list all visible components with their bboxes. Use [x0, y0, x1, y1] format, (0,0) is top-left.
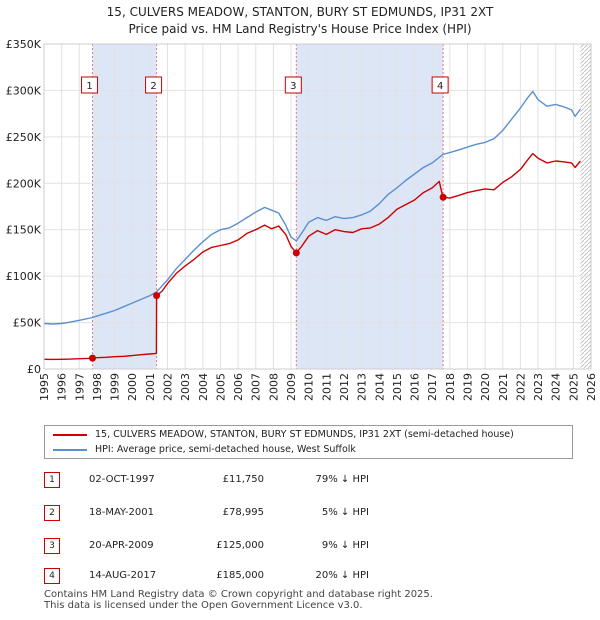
- table-row: 4 14-AUG-2017 £185,000 20% ↓ HPI: [44, 568, 404, 584]
- x-tick-label: 2013: [356, 373, 369, 401]
- footer: Contains HM Land Registry data © Crown c…: [44, 589, 433, 611]
- x-tick-label: 2006: [232, 373, 245, 401]
- x-tick-label: 2001: [144, 373, 157, 401]
- x-tick-label: 2011: [320, 373, 333, 401]
- x-tick-label: 2017: [426, 373, 439, 401]
- x-tick-label: 2025: [567, 373, 580, 401]
- sale-number-label: 3: [290, 81, 296, 92]
- shaded-period: [296, 44, 444, 369]
- x-tick-label: 2019: [461, 373, 474, 401]
- sale-point: [292, 249, 300, 257]
- table-row: 2 18-MAY-2001 £78,995 5% ↓ HPI: [44, 505, 404, 521]
- legend-swatch-hpi: [53, 448, 87, 451]
- x-tick-label: 2010: [303, 373, 316, 401]
- legend-label-property: 15, CULVERS MEADOW, STANTON, BURY ST EDM…: [95, 429, 514, 440]
- sale-hpi-diff: 20% ↓ HPI: [315, 570, 369, 581]
- table-row: 1 02-OCT-1997 £11,750 79% ↓ HPI: [44, 472, 404, 488]
- x-tick-label: 1997: [73, 373, 86, 401]
- x-tick-label: 2014: [373, 373, 386, 401]
- y-tick-label: £100K: [6, 270, 42, 283]
- footer-copyright: Contains HM Land Registry data © Crown c…: [44, 589, 433, 600]
- x-tick-label: 2026: [585, 373, 598, 401]
- x-tick-label: 2007: [250, 373, 263, 401]
- x-tick-label: 2016: [409, 373, 422, 401]
- sale-point: [439, 193, 447, 201]
- chart-title: 15, CULVERS MEADOW, STANTON, BURY ST EDM…: [106, 5, 494, 19]
- sale-number-label: 2: [150, 81, 156, 92]
- price-chart: 1 2 3 4 £0 £50K £100K £150K £200K £250K £300K £350…: [6, 38, 598, 401]
- legend-swatch-property: [53, 433, 87, 436]
- forecast-hatch: [580, 44, 591, 369]
- y-tick-label: £50K: [13, 317, 42, 330]
- legend-item-hpi: HPI: Average price, semi-detached house,…: [53, 442, 356, 458]
- y-tick-label: £200K: [6, 177, 42, 190]
- sale-number-label: 1: [86, 81, 92, 92]
- y-tick-label: £0: [27, 363, 41, 376]
- legend-item-property: 15, CULVERS MEADOW, STANTON, BURY ST EDM…: [53, 427, 514, 443]
- x-tick-label: 2020: [479, 373, 492, 401]
- x-tick-label: 2022: [514, 373, 527, 401]
- sale-number-box: [284, 76, 302, 94]
- x-tick-label: 2003: [179, 373, 192, 401]
- x-tick-label: 2015: [391, 373, 404, 401]
- x-tick-label: 2008: [267, 373, 280, 401]
- legend: 15, CULVERS MEADOW, STANTON, BURY ST EDM…: [44, 425, 573, 459]
- x-tick-label: 2021: [497, 373, 510, 401]
- sale-number-box: [145, 76, 163, 94]
- sale-price: £78,995: [222, 507, 264, 518]
- x-tick-label: 2024: [550, 373, 563, 401]
- sale-hpi-diff: 9% ↓ HPI: [321, 540, 369, 551]
- sale-number-badge: 3: [44, 538, 60, 554]
- chart-subtitle: Price paid vs. HM Land Registry's House …: [128, 22, 472, 36]
- y-tick-label: £300K: [6, 84, 42, 97]
- sale-number-badge: 2: [44, 505, 60, 521]
- sale-number-badge: 1: [44, 472, 60, 488]
- x-tick-label: 1999: [109, 373, 122, 401]
- x-tick-label: 2000: [126, 373, 139, 401]
- sale-number-label: 4: [437, 81, 443, 92]
- chart-title-block: 15, CULVERS MEADOW, STANTON, BURY ST EDM…: [0, 4, 600, 38]
- x-tick-label: 2002: [162, 373, 175, 401]
- sale-date: 20-APR-2009: [89, 540, 154, 551]
- x-tick-label: 2012: [338, 373, 351, 401]
- x-tick-label: 2004: [197, 373, 210, 401]
- footer-licence: This data is licensed under the Open Gov…: [44, 600, 363, 611]
- sale-point: [89, 354, 97, 362]
- x-tick-label: 1995: [38, 373, 51, 401]
- x-tick-label: 2023: [532, 373, 545, 401]
- sale-price: £185,000: [216, 570, 264, 581]
- sale-price: £125,000: [216, 540, 264, 551]
- property-price-line: [43, 152, 581, 361]
- sale-number-badge: 4: [44, 568, 60, 584]
- sale-hpi-diff: 5% ↓ HPI: [321, 507, 369, 518]
- x-tick-label: 2005: [214, 373, 227, 401]
- hpi-line: [43, 90, 581, 325]
- sale-number-box: [431, 76, 449, 94]
- table-row: 3 20-APR-2009 £125,000 9% ↓ HPI: [44, 538, 404, 554]
- y-tick-label: £350K: [6, 38, 42, 51]
- legend-label-hpi: HPI: Average price, semi-detached house,…: [95, 444, 356, 455]
- sale-date: 02-OCT-1997: [89, 474, 155, 485]
- x-tick-label: 2018: [444, 373, 457, 401]
- sale-date: 18-MAY-2001: [89, 507, 155, 518]
- sale-hpi-diff: 79% ↓ HPI: [315, 474, 369, 485]
- y-tick-label: £150K: [6, 224, 42, 237]
- x-tick-label: 1998: [91, 373, 104, 401]
- sale-date: 14-AUG-2017: [89, 570, 157, 581]
- plot-border: [43, 43, 592, 370]
- sale-number-box: [81, 76, 99, 94]
- y-tick-label: £250K: [6, 131, 42, 144]
- sale-point: [153, 292, 161, 300]
- x-tick-label: 2009: [285, 373, 298, 401]
- sale-price: £11,750: [222, 474, 264, 485]
- x-tick-label: 1996: [56, 373, 69, 401]
